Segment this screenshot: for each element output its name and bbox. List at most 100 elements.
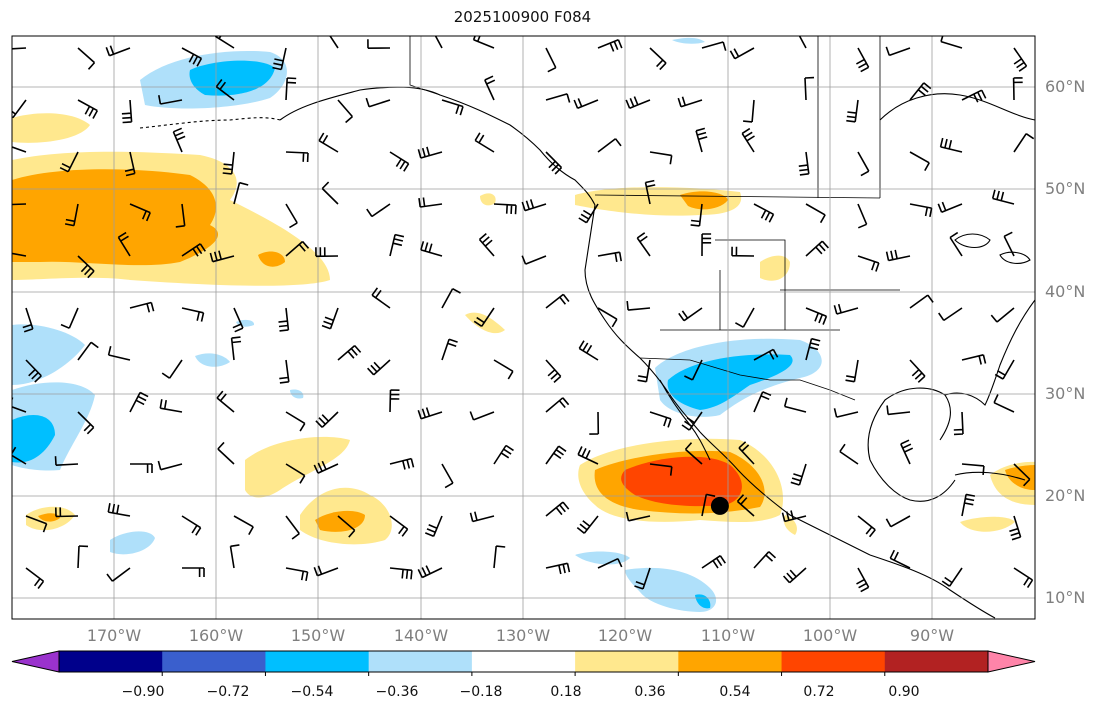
wind-barb [64,203,79,227]
wind-barb [839,443,859,465]
wind-barb [285,240,310,257]
wind-barb [597,557,623,569]
wind-barb [389,515,409,537]
wind-barb [54,456,79,466]
wind-barb [545,93,571,103]
wind-barb [107,503,131,517]
wind-barb [900,439,914,465]
wind-barb [77,341,99,361]
wind-barb [990,307,1015,323]
wind-barb [420,241,443,257]
anomaly-shading [12,37,1035,612]
wind-barb [783,397,807,413]
wind-barb [701,555,726,569]
lat-label: 50°N [1045,179,1086,198]
wind-barb [805,203,826,224]
wind-barb [857,151,870,177]
wind-barb [677,96,703,108]
colorbar-tick-label: 0.90 [888,684,920,700]
wind-barb [313,565,339,577]
wind-barb [25,515,48,533]
wind-barb [681,411,703,431]
wind-barb [121,99,133,124]
wind-barb [181,307,205,322]
wind-barb [625,511,651,522]
wind-barb [389,151,410,172]
colorbar-tick-label: 0.18 [550,684,582,700]
wind-barb [315,411,339,428]
wind-barb [701,493,716,517]
wind-barb [12,203,27,206]
wind-barb [743,99,755,123]
wind-barb [172,127,186,153]
wind-barb [805,240,829,257]
wind-barb [545,562,571,575]
wind-barb [738,441,755,465]
lat-label: 40°N [1045,282,1086,301]
wind-barb [222,151,235,175]
wind-barb [649,411,672,428]
wind-barb [214,36,235,49]
wind-barb [12,146,27,153]
wind-barb [417,407,443,420]
wind-barb [695,127,708,153]
wind-barb [573,98,599,110]
wind-barb [157,460,183,471]
wind-barb [182,567,205,577]
wind-barb [597,138,622,153]
wind-barb [753,348,779,361]
wind-barb [12,47,27,50]
wind-barb [909,203,933,218]
colorbar-extend-low [11,650,60,673]
wind-barb [545,47,557,73]
wind-barb [493,545,506,569]
wind-barb [493,444,514,465]
wind-barb [318,132,339,153]
wind-barb [25,359,42,383]
wind-barb [59,151,79,173]
wind-barb [634,567,651,590]
wind-barb [1013,463,1031,487]
wind-barb [129,203,151,222]
colorbar-extend-high [987,650,1036,673]
wind-barb [217,441,235,465]
wind-barb [105,45,131,57]
wind-barb [25,567,45,589]
wind-barb [1003,231,1015,257]
wind-barb [938,307,963,322]
wind-barb [798,36,807,49]
wind-barb [278,307,290,332]
wind-barb [753,203,775,223]
wind-barb [790,463,807,486]
colorbar-swatch [575,651,679,672]
wind-barb [885,46,911,57]
colorbar-tick-label: −0.54 [290,684,334,700]
wind-barb [493,359,514,380]
wind-barb [441,99,464,116]
wind-barb [12,252,27,257]
wind-barb [321,307,339,330]
lon-label: 100°W [802,626,858,645]
wind-barb [626,301,651,311]
wind-barb [1013,567,1034,589]
wind-barb [857,515,876,538]
wind-barb [909,294,934,309]
wind-barb [55,507,79,518]
wind-barb [961,463,985,475]
wind-barb [545,501,570,517]
wind-barb [636,232,651,257]
colorbar-swatch [884,651,989,672]
wind-barb [729,47,755,60]
wind-barb [285,151,309,163]
wind-barb [229,544,240,569]
wind-barb [175,203,186,228]
wind-barb [833,303,859,315]
wind-barb [690,203,703,227]
wind-barb [798,151,810,176]
wind-barb [329,36,339,49]
wind-barb [159,399,183,413]
wind-barb [417,146,443,159]
wind-barb [846,99,859,123]
wind-barb [589,411,600,435]
wind-barb [441,463,454,489]
